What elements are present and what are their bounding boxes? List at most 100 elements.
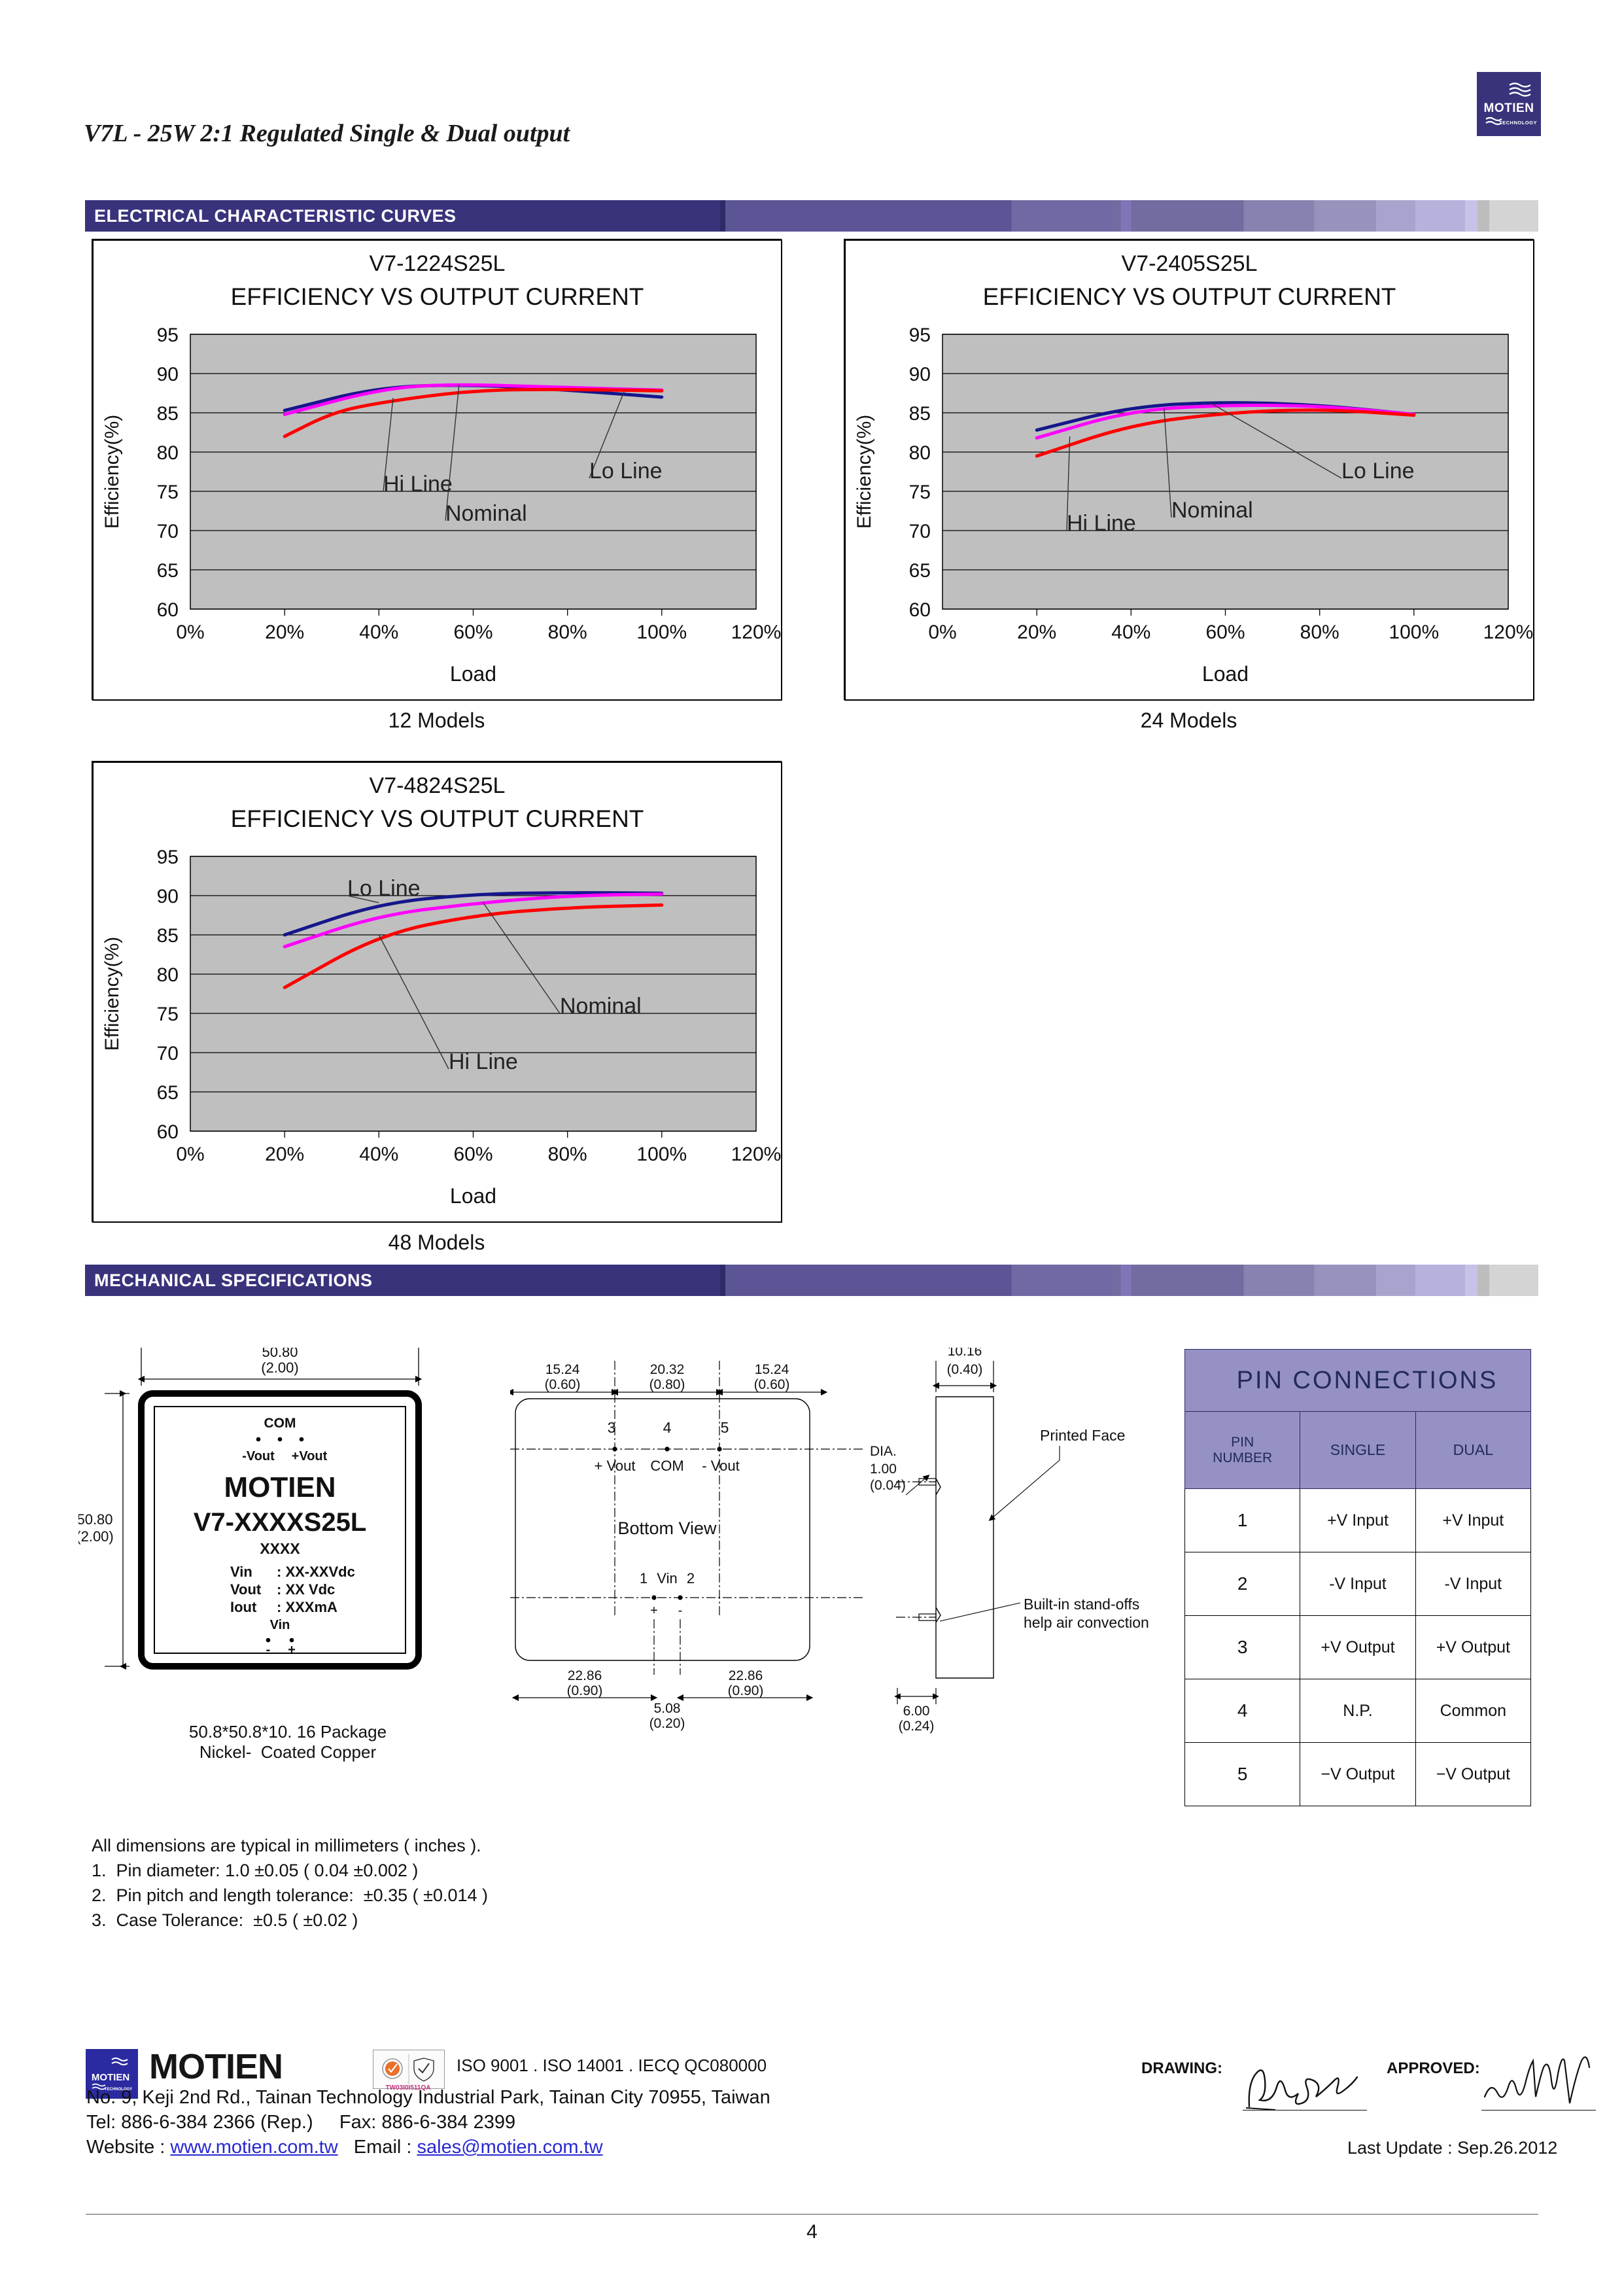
svg-text:40%: 40% <box>359 1144 398 1165</box>
svg-text:Hi Line: Hi Line <box>449 1049 518 1074</box>
svg-text:MOTIEN: MOTIEN <box>1484 101 1534 115</box>
svg-text:100%: 100% <box>636 1144 687 1165</box>
svg-text:EFFICIENCY VS OUTPUT CURRENT: EFFICIENCY VS OUTPUT CURRENT <box>231 283 644 310</box>
svg-text:EFFICIENCY VS OUTPUT CURRENT: EFFICIENCY VS OUTPUT CURRENT <box>231 805 644 832</box>
svg-text:90: 90 <box>157 364 179 385</box>
svg-text:(0.24): (0.24) <box>899 1719 935 1734</box>
svg-text:-: - <box>678 1603 683 1618</box>
svg-text:Vout: Vout <box>230 1581 262 1598</box>
svg-text:50.80: 50.80 <box>262 1348 298 1360</box>
svg-text:+Vout: +Vout <box>292 1449 328 1463</box>
svg-text:-: - <box>266 1643 271 1657</box>
svg-text:60%: 60% <box>1205 622 1245 643</box>
svg-text:100%: 100% <box>1389 622 1439 643</box>
svg-text:65: 65 <box>157 560 179 582</box>
svg-text:0%: 0% <box>176 1144 204 1165</box>
svg-text:75: 75 <box>157 1004 179 1025</box>
svg-text:V7-1224S25L: V7-1224S25L <box>370 251 506 276</box>
svg-text:MOTIEN: MOTIEN <box>224 1471 336 1503</box>
svg-text:COM: COM <box>264 1416 296 1431</box>
svg-text:V7-2405S25L: V7-2405S25L <box>1122 251 1258 276</box>
svg-text:Efficiency(%): Efficiency(%) <box>854 415 875 529</box>
svg-text:60: 60 <box>909 599 931 621</box>
svg-text:80%: 80% <box>1300 622 1339 643</box>
svg-text:(0.60): (0.60) <box>545 1377 581 1392</box>
svg-text:MOTIEN: MOTIEN <box>92 2072 130 2083</box>
svg-text:(0.90): (0.90) <box>728 1683 764 1698</box>
svg-text:95: 95 <box>157 324 179 346</box>
svg-text:1.00: 1.00 <box>870 1462 897 1477</box>
svg-text:(0.60): (0.60) <box>754 1377 790 1392</box>
svg-text:90: 90 <box>909 364 931 385</box>
svg-text:4: 4 <box>663 1419 672 1436</box>
svg-text:Printed Face: Printed Face <box>1040 1427 1125 1444</box>
svg-text:90: 90 <box>157 886 179 907</box>
svg-text:Nominal: Nominal <box>560 994 642 1019</box>
svg-text:(0.20): (0.20) <box>649 1716 685 1731</box>
svg-text:40%: 40% <box>1111 622 1150 643</box>
svg-text:2: 2 <box>687 1570 695 1586</box>
svg-text:Bottom View: Bottom View <box>617 1518 717 1538</box>
svg-text:Nominal: Nominal <box>445 501 527 526</box>
svg-text:TECHNOLOGY: TECHNOLOGY <box>1499 120 1537 126</box>
svg-text:Vin: Vin <box>657 1570 677 1586</box>
svg-text:+ Vout: + Vout <box>594 1458 635 1474</box>
svg-text:80: 80 <box>157 442 179 464</box>
svg-text:20.32: 20.32 <box>650 1362 685 1377</box>
svg-text:Nominal: Nominal <box>1171 498 1253 523</box>
svg-text:0%: 0% <box>928 622 956 643</box>
svg-text:6.00: 6.00 <box>903 1704 930 1719</box>
svg-text:10.16: 10.16 <box>948 1348 982 1359</box>
svg-text:Vin: Vin <box>230 1564 252 1580</box>
svg-text:85: 85 <box>909 403 931 425</box>
svg-text:60: 60 <box>157 599 179 621</box>
svg-text:help air convection: help air convection <box>1024 1614 1149 1631</box>
svg-text:65: 65 <box>157 1082 179 1104</box>
svg-text:80%: 80% <box>548 622 587 643</box>
svg-text:DIA.: DIA. <box>870 1444 897 1459</box>
svg-text:COM: COM <box>650 1458 683 1474</box>
svg-text:(0.80): (0.80) <box>649 1377 685 1392</box>
svg-text:(2.00): (2.00) <box>78 1528 114 1545</box>
svg-text:+: + <box>650 1603 658 1618</box>
svg-text:Lo Line: Lo Line <box>1341 459 1415 483</box>
svg-text:V7-4824S25L: V7-4824S25L <box>370 773 506 798</box>
svg-text:100%: 100% <box>636 622 687 643</box>
svg-text:80: 80 <box>157 964 179 986</box>
svg-text:15.24: 15.24 <box>545 1362 580 1377</box>
svg-text:V7-XXXXS25L: V7-XXXXS25L <box>194 1508 367 1537</box>
svg-text:Lo Line: Lo Line <box>589 459 663 483</box>
svg-text:0%: 0% <box>176 622 204 643</box>
svg-text:Efficiency(%): Efficiency(%) <box>101 937 123 1051</box>
svg-text:15.24: 15.24 <box>755 1362 789 1377</box>
svg-text:3: 3 <box>608 1419 616 1436</box>
svg-text:5: 5 <box>721 1419 729 1436</box>
svg-text:Hi Line: Hi Line <box>1067 511 1136 536</box>
svg-text:85: 85 <box>157 403 179 425</box>
svg-text:65: 65 <box>909 560 931 582</box>
svg-text:Lo Line: Lo Line <box>347 876 421 901</box>
svg-text:- Vout: - Vout <box>702 1458 739 1474</box>
svg-text:XXXX: XXXX <box>260 1540 300 1557</box>
svg-text:22.86: 22.86 <box>729 1668 763 1683</box>
svg-text:(0.40): (0.40) <box>947 1362 983 1377</box>
svg-text:: XX-XXVdc: : XX-XXVdc <box>277 1564 355 1580</box>
svg-text:80: 80 <box>909 442 931 464</box>
svg-text:75: 75 <box>909 482 931 503</box>
svg-text:20%: 20% <box>265 622 304 643</box>
svg-text:-Vout: -Vout <box>242 1449 275 1463</box>
svg-text:70: 70 <box>157 521 179 542</box>
svg-text:Efficiency(%): Efficiency(%) <box>101 415 123 529</box>
svg-text:22.86: 22.86 <box>568 1668 602 1683</box>
svg-text:120%: 120% <box>731 1144 782 1165</box>
svg-text:Load: Load <box>450 662 496 686</box>
svg-text:40%: 40% <box>359 622 398 643</box>
svg-text:120%: 120% <box>731 622 782 643</box>
svg-text:5.08: 5.08 <box>654 1701 681 1716</box>
svg-text:1: 1 <box>640 1570 648 1586</box>
svg-text:(2.00): (2.00) <box>261 1359 298 1376</box>
svg-text:60%: 60% <box>453 1144 492 1165</box>
svg-text:20%: 20% <box>265 1144 304 1165</box>
svg-text:60%: 60% <box>453 622 492 643</box>
svg-text:+: + <box>288 1643 296 1657</box>
